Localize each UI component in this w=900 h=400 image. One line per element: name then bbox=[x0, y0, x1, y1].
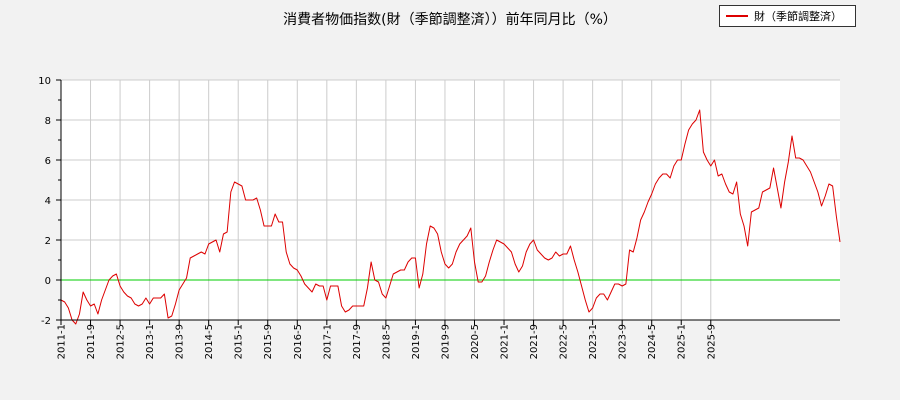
y-tick-label: 10 bbox=[38, 76, 51, 87]
chart-title: 消費者物価指数(財（季節調整済））前年同月比（%） bbox=[283, 12, 617, 28]
x-tick-label: 2013-9 bbox=[175, 324, 186, 359]
x-tick-label: 2025-1 bbox=[677, 324, 688, 359]
x-tick-label: 2020-5 bbox=[470, 324, 481, 359]
x-tick-labels: 2011-1 2011-9 2012-5 2013-1 2013-9 2014-5 2015… bbox=[57, 324, 718, 359]
x-tick-label: 2021-9 bbox=[529, 324, 540, 359]
legend-swatch bbox=[726, 15, 748, 17]
x-tick-label: 2023-9 bbox=[618, 324, 629, 359]
x-tick-label: 2018-5 bbox=[381, 324, 392, 359]
y-tick-label: 0 bbox=[45, 276, 51, 287]
x-tick-label: 2019-1 bbox=[411, 324, 422, 359]
x-tick-label: 2014-5 bbox=[204, 324, 215, 359]
series-group bbox=[60, 109, 841, 325]
x-tick-label: 2013-1 bbox=[145, 324, 156, 359]
x-tick-label: 2024-5 bbox=[647, 324, 658, 359]
x-tick-label: 2017-1 bbox=[322, 324, 333, 359]
x-tick-label: 2017-9 bbox=[352, 324, 363, 359]
x-tick-label: 2011-1 bbox=[57, 324, 68, 359]
y-tick-label: 8 bbox=[45, 116, 51, 127]
x-tick-label: 2019-9 bbox=[440, 324, 451, 359]
legend: 財（季節調整済） bbox=[719, 5, 856, 27]
x-tick-label: 2021-1 bbox=[500, 324, 511, 359]
x-tick-label: 2015-9 bbox=[263, 324, 274, 359]
x-tick-label: 2011-9 bbox=[86, 324, 97, 359]
y-tick-label: 2 bbox=[45, 236, 51, 247]
y-tick-label: 4 bbox=[45, 196, 51, 207]
y-tick-label: -2 bbox=[41, 316, 51, 327]
legend-label: 財（季節調整済） bbox=[754, 10, 842, 23]
x-tick-label: 2025-9 bbox=[706, 324, 717, 359]
x-tick-label: 2016-5 bbox=[293, 324, 304, 359]
x-tick-label: 2022-5 bbox=[559, 324, 570, 359]
y-tick-label: 6 bbox=[45, 156, 51, 167]
series-line bbox=[60, 109, 841, 325]
x-tick-label: 2012-5 bbox=[116, 324, 127, 359]
x-tick-label: 2015-1 bbox=[234, 324, 245, 359]
y-tick-labels: -2 0 2 4 6 8 10 bbox=[38, 76, 51, 327]
axes bbox=[56, 79, 840, 325]
x-tick-label: 2023-1 bbox=[588, 324, 599, 359]
